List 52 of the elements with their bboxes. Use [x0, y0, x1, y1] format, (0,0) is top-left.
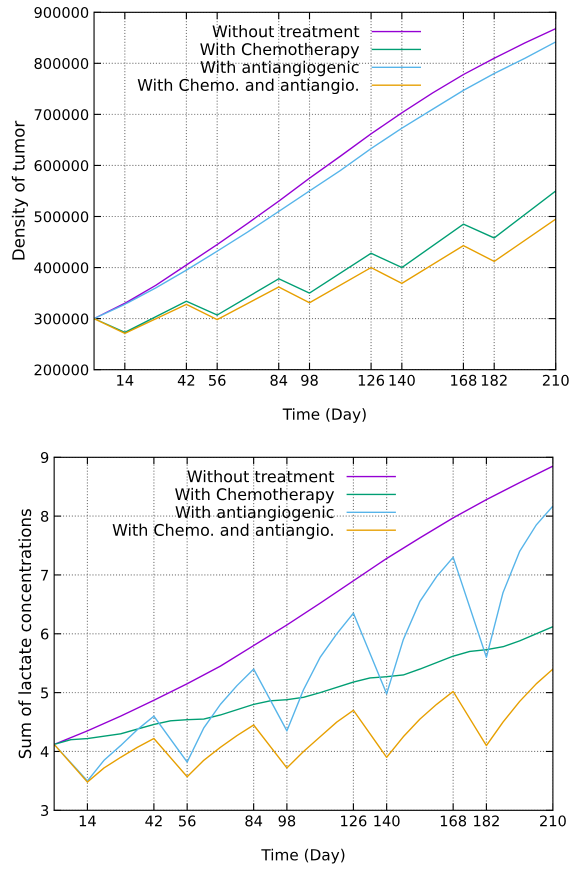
y-tick-label: 4 — [40, 746, 48, 758]
legend-label: With Chemotherapy — [200, 42, 360, 58]
line-series — [54, 465, 553, 746]
x-tick-label: 182 — [474, 815, 499, 826]
x-tick-label: 182 — [482, 374, 507, 386]
x-axis-title: Time (Day) — [261, 848, 344, 864]
y-tick-label: 6 — [41, 628, 48, 640]
legend-label: With Chemotherapy — [175, 488, 334, 504]
legend-label: Without treatment — [187, 470, 334, 482]
legend-label: With Chemo. and antiangio. — [112, 524, 333, 540]
x-tick-label: 168 — [440, 815, 466, 826]
x-tick-label: 98 — [301, 374, 318, 386]
y-tick-label: 7 — [41, 570, 48, 580]
x-tick-label: 126 — [341, 815, 366, 826]
y-tick-label: 300000 — [34, 313, 88, 324]
y-tick-label: 900000 — [34, 6, 88, 18]
line-series — [54, 505, 553, 782]
x-tick-label: 42 — [178, 374, 194, 386]
x-tick-label: 42 — [145, 815, 162, 826]
x-tick-label: 140 — [390, 374, 415, 386]
y-axis-title: Sum of lactate concentrations — [18, 509, 32, 758]
legend-label: With antiangiogenic — [200, 60, 359, 76]
y-axis-title: Density of tumor — [12, 120, 28, 260]
x-tick-label: 210 — [542, 374, 569, 386]
y-tick-label: 8 — [41, 510, 48, 522]
x-tick-label: 140 — [374, 815, 400, 826]
y-tick-label: 600000 — [34, 160, 88, 172]
y-tick-label: 400000 — [34, 262, 88, 274]
x-tick-label: 56 — [209, 374, 226, 386]
x-tick-label: 14 — [117, 374, 134, 386]
legend-label: With antiangiogenic — [176, 506, 334, 522]
line-series — [54, 626, 553, 746]
y-tick-label: 500000 — [34, 211, 88, 222]
y-tick-label: 3 — [41, 805, 48, 816]
x-tick-label: 84 — [245, 815, 262, 826]
y-tick-label: 700000 — [34, 109, 88, 120]
x-tick-label: 56 — [178, 815, 196, 826]
x-tick-label: 168 — [451, 374, 476, 386]
legend-label: Without treatment — [212, 25, 360, 38]
x-tick-label: 84 — [270, 374, 288, 386]
y-tick-label: 200000 — [34, 364, 88, 376]
x-tick-label: 210 — [540, 815, 566, 826]
y-tick-label: 5 — [41, 688, 48, 698]
x-tick-label: 126 — [358, 374, 384, 386]
x-tick-label: 98 — [278, 815, 296, 826]
x-tick-label: 14 — [80, 816, 96, 826]
y-tick-label: 9 — [40, 452, 48, 464]
legend-label: With Chemo. and antiangio. — [138, 78, 358, 94]
x-axis-title: Time (Day) — [282, 408, 366, 423]
line-series — [94, 218, 556, 334]
y-tick-label: 800000 — [34, 58, 88, 70]
line-series — [54, 668, 553, 783]
